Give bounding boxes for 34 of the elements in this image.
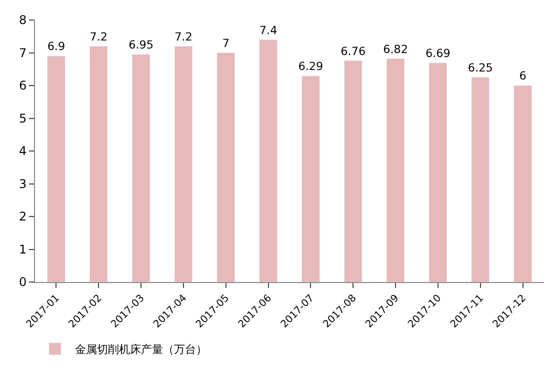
- y-tick-label: 0: [18, 275, 27, 290]
- y-tick-label: 5: [18, 111, 27, 126]
- bar: [302, 76, 320, 282]
- text: 6.25: [468, 62, 493, 75]
- text: 7.4: [259, 24, 278, 37]
- y-tick-label: 6: [18, 78, 27, 93]
- y-tick-label: 3: [18, 176, 27, 191]
- bar: [428, 62, 448, 282]
- text: 7: [222, 36, 230, 50]
- text: 6.95: [128, 38, 154, 52]
- bar: [216, 52, 236, 282]
- text: 6.76: [340, 44, 366, 58]
- y-tick-label: 2: [18, 210, 27, 224]
- bar: [89, 46, 108, 282]
- y-tick-label: 4: [18, 144, 27, 158]
- bar: [471, 77, 490, 282]
- legend-label: 金属切削机床产量（万台）: [75, 343, 207, 356]
- bar: [174, 46, 193, 282]
- text: 6: [519, 70, 526, 83]
- bar: [259, 39, 278, 282]
- text: 6.69: [426, 47, 450, 60]
- text: 6.29: [298, 60, 324, 74]
- text: 6.82: [383, 42, 408, 56]
- bar: [514, 85, 532, 282]
- y-tick-label: 8: [18, 13, 27, 28]
- y-tick-label: 7: [18, 46, 27, 60]
- y-tick-label: 1: [18, 242, 27, 256]
- text: 6.9: [47, 40, 66, 54]
- bar: [386, 58, 405, 282]
- bar: [47, 56, 66, 282]
- bar: [344, 60, 362, 282]
- bar: [132, 54, 150, 282]
- text: 7.2: [90, 30, 108, 44]
- text: 7.2: [174, 30, 192, 44]
